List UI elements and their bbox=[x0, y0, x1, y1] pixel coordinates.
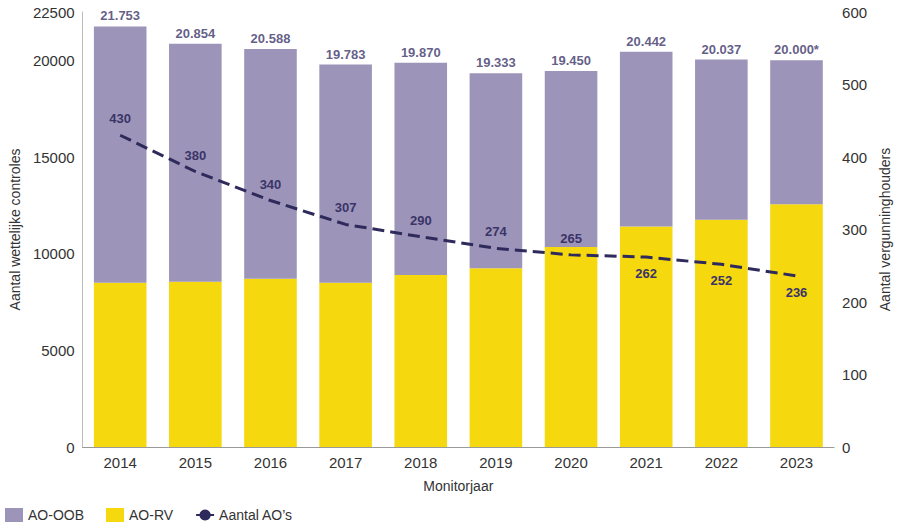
svg-text:430: 430 bbox=[109, 111, 131, 126]
svg-text:307: 307 bbox=[335, 200, 357, 215]
svg-text:10000: 10000 bbox=[33, 245, 75, 262]
svg-text:Aantal wettelijke controles: Aantal wettelijke controles bbox=[7, 149, 23, 311]
svg-text:2021: 2021 bbox=[630, 454, 663, 471]
svg-text:15000: 15000 bbox=[33, 149, 75, 166]
svg-text:2022: 2022 bbox=[705, 454, 738, 471]
svg-text:20.000*: 20.000* bbox=[774, 42, 820, 57]
svg-text:600: 600 bbox=[842, 4, 867, 21]
svg-text:340: 340 bbox=[260, 177, 282, 192]
svg-text:2014: 2014 bbox=[103, 454, 136, 471]
svg-text:0: 0 bbox=[842, 439, 850, 456]
svg-text:20.588: 20.588 bbox=[251, 31, 291, 46]
svg-text:2016: 2016 bbox=[254, 454, 287, 471]
svg-text:2023: 2023 bbox=[780, 454, 813, 471]
svg-text:22500: 22500 bbox=[33, 4, 75, 21]
svg-text:2020: 2020 bbox=[554, 454, 587, 471]
svg-text:2017: 2017 bbox=[329, 454, 362, 471]
svg-text:19.783: 19.783 bbox=[326, 47, 366, 62]
svg-text:21.753: 21.753 bbox=[100, 8, 140, 23]
svg-text:274: 274 bbox=[485, 224, 507, 239]
svg-text:Monitorjaar: Monitorjaar bbox=[423, 478, 493, 494]
svg-text:Aantal vergunninghouders: Aantal vergunninghouders bbox=[877, 148, 893, 311]
svg-text:100: 100 bbox=[842, 366, 867, 383]
svg-text:19.870: 19.870 bbox=[401, 45, 441, 60]
svg-text:380: 380 bbox=[184, 148, 206, 163]
svg-text:5000: 5000 bbox=[41, 342, 74, 359]
svg-text:265: 265 bbox=[560, 231, 582, 246]
svg-text:0: 0 bbox=[66, 439, 74, 456]
svg-text:2015: 2015 bbox=[179, 454, 212, 471]
svg-text:2019: 2019 bbox=[479, 454, 512, 471]
svg-text:AO-RV: AO-RV bbox=[129, 507, 174, 523]
svg-text:290: 290 bbox=[410, 213, 432, 228]
svg-text:20000: 20000 bbox=[33, 52, 75, 69]
svg-text:20.854: 20.854 bbox=[175, 26, 216, 41]
svg-text:400: 400 bbox=[842, 149, 867, 166]
svg-text:Aantal AO’s: Aantal AO’s bbox=[219, 507, 292, 523]
svg-text:19.333: 19.333 bbox=[476, 55, 516, 70]
svg-text:236: 236 bbox=[786, 285, 808, 300]
svg-text:19.450: 19.450 bbox=[551, 53, 591, 68]
svg-text:252: 252 bbox=[711, 273, 733, 288]
svg-text:2018: 2018 bbox=[404, 454, 437, 471]
svg-text:262: 262 bbox=[635, 266, 657, 281]
svg-text:200: 200 bbox=[842, 294, 867, 311]
svg-text:20.037: 20.037 bbox=[701, 42, 741, 57]
svg-text:500: 500 bbox=[842, 76, 867, 93]
svg-text:20.442: 20.442 bbox=[626, 34, 666, 49]
svg-text:AO-OOB: AO-OOB bbox=[28, 507, 84, 523]
svg-text:300: 300 bbox=[842, 221, 867, 238]
